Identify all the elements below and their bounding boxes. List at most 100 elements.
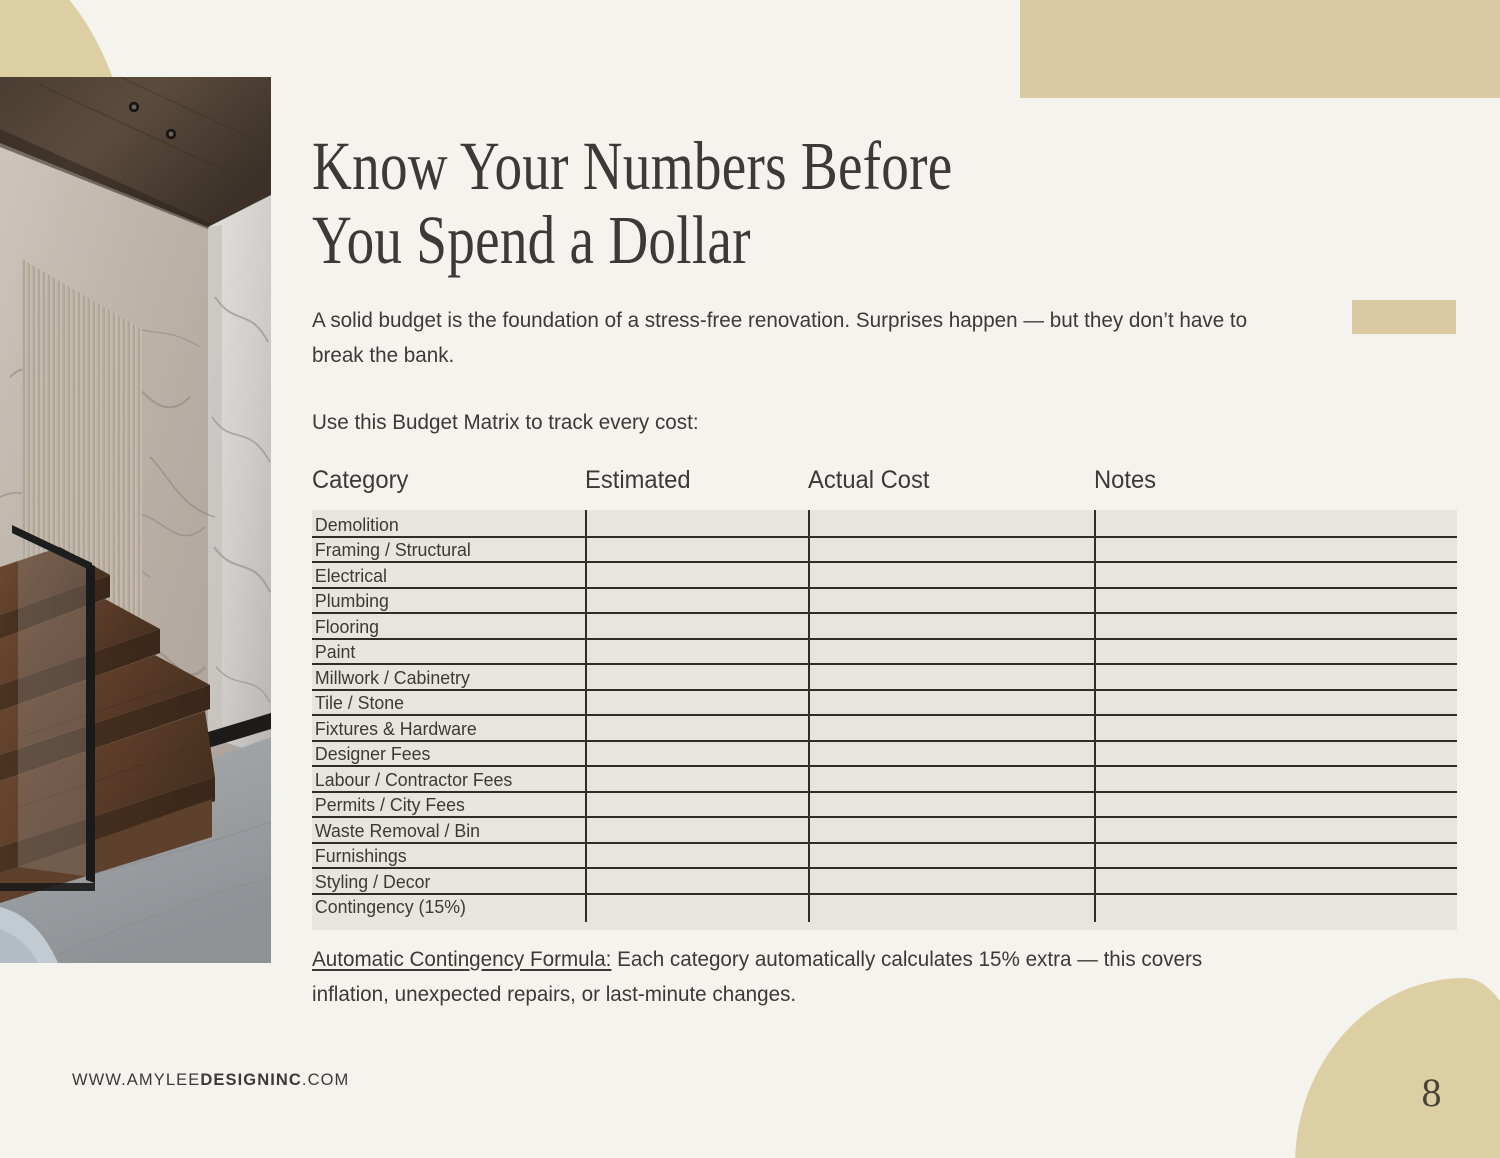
cell-estimated[interactable] <box>585 714 808 743</box>
cell-actual-cost[interactable] <box>808 612 1094 641</box>
cell-estimated[interactable] <box>585 535 808 565</box>
website-footer: WWW.AMYLEEDESIGNINC.COM <box>72 1071 349 1090</box>
cell-estimated[interactable] <box>585 561 808 590</box>
cell-estimated[interactable] <box>585 841 808 871</box>
cell-estimated[interactable] <box>585 739 808 769</box>
subintro-paragraph: Use this Budget Matrix to track every co… <box>312 410 699 434</box>
category-label: Fixtures & Hardware <box>314 717 477 739</box>
interior-photo-illustration <box>0 77 271 963</box>
cell-notes[interactable] <box>1094 535 1457 565</box>
table-row: Flooring <box>312 612 1457 641</box>
column-header-category: Category <box>312 466 409 494</box>
cell-estimated[interactable] <box>585 688 808 718</box>
cell-estimated[interactable] <box>585 867 808 896</box>
column-header-actual-cost: Actual Cost <box>808 466 930 494</box>
cell-actual-cost[interactable] <box>808 510 1094 539</box>
category-label: Paint <box>314 641 356 663</box>
website-suffix: .COM <box>301 1071 350 1089</box>
cell-notes[interactable] <box>1094 841 1457 871</box>
cell-actual-cost[interactable] <box>808 765 1094 794</box>
cell-category: Tile / Stone <box>312 691 585 717</box>
table-row: Paint <box>312 637 1457 667</box>
cell-actual-cost[interactable] <box>808 688 1094 718</box>
cell-actual-cost[interactable] <box>808 561 1094 590</box>
table-header-row: Category Estimated Actual Cost Notes <box>312 468 1457 510</box>
cell-estimated[interactable] <box>585 586 808 616</box>
cell-estimated[interactable] <box>585 765 808 794</box>
cell-actual-cost[interactable] <box>808 790 1094 820</box>
cell-actual-cost[interactable] <box>808 841 1094 871</box>
cell-category: Plumbing <box>312 589 585 615</box>
table-row: Framing / Structural <box>312 535 1457 565</box>
cell-category: Demolition <box>312 512 585 538</box>
cell-actual-cost[interactable] <box>808 739 1094 769</box>
cell-estimated[interactable] <box>585 637 808 667</box>
cell-notes[interactable] <box>1094 790 1457 820</box>
category-label: Labour / Contractor Fees <box>314 768 513 790</box>
content-column: Know Your Numbers Before You Spend a Dol… <box>312 0 1472 1158</box>
cell-notes[interactable] <box>1094 561 1457 590</box>
table-row: Electrical <box>312 561 1457 590</box>
cell-estimated[interactable] <box>585 816 808 845</box>
category-label: Demolition <box>314 513 399 535</box>
cell-actual-cost[interactable] <box>808 586 1094 616</box>
table-row: Plumbing <box>312 586 1457 616</box>
column-header-notes: Notes <box>1094 466 1157 494</box>
table-row: Waste Removal / Bin <box>312 816 1457 845</box>
table-body: Demolition Framing / Structural Electrical… <box>312 510 1457 930</box>
table-row: Demolition <box>312 510 1457 539</box>
cell-actual-cost[interactable] <box>808 637 1094 667</box>
table-row: Contingency (15%) <box>312 892 1457 922</box>
cell-category: Permits / City Fees <box>312 793 585 819</box>
cell-notes[interactable] <box>1094 892 1457 922</box>
decorative-top-bar <box>1020 0 1500 98</box>
cell-category: Furnishings <box>312 844 585 870</box>
website-prefix: WWW.AMYLEE <box>72 1071 201 1089</box>
cell-notes[interactable] <box>1094 688 1457 718</box>
table-row: Furnishings <box>312 841 1457 871</box>
cell-actual-cost[interactable] <box>808 816 1094 845</box>
page-number: 8 <box>1421 1070 1442 1115</box>
table-row: Fixtures & Hardware <box>312 714 1457 743</box>
table-row: Designer Fees <box>312 739 1457 769</box>
cell-estimated[interactable] <box>585 790 808 820</box>
category-label: Styling / Decor <box>314 870 431 892</box>
intro-paragraph: A solid budget is the foundation of a st… <box>312 308 1248 367</box>
category-label: Furnishings <box>314 845 407 867</box>
cell-category: Fixtures & Hardware <box>312 716 585 742</box>
cell-category: Flooring <box>312 614 585 640</box>
cell-estimated[interactable] <box>585 892 808 922</box>
interior-photo <box>0 77 271 963</box>
cell-actual-cost[interactable] <box>808 663 1094 692</box>
table-row: Styling / Decor <box>312 867 1457 896</box>
cell-actual-cost[interactable] <box>808 714 1094 743</box>
cell-category: Electrical <box>312 563 585 589</box>
column-header-estimated: Estimated <box>585 466 691 494</box>
cell-actual-cost[interactable] <box>808 892 1094 922</box>
cell-actual-cost[interactable] <box>808 867 1094 896</box>
cell-estimated[interactable] <box>585 510 808 539</box>
cell-notes[interactable] <box>1094 586 1457 616</box>
table-row: Millwork / Cabinetry <box>312 663 1457 692</box>
cell-notes[interactable] <box>1094 612 1457 641</box>
cell-notes[interactable] <box>1094 714 1457 743</box>
cell-notes[interactable] <box>1094 637 1457 667</box>
cell-category: Styling / Decor <box>312 869 585 895</box>
cell-notes[interactable] <box>1094 765 1457 794</box>
cell-notes[interactable] <box>1094 663 1457 692</box>
category-label: Designer Fees <box>314 743 431 765</box>
category-label: Plumbing <box>314 590 389 612</box>
page-title: Know Your Numbers Before You Spend a Dol… <box>312 128 953 278</box>
cell-category: Waste Removal / Bin <box>312 818 585 844</box>
cell-notes[interactable] <box>1094 816 1457 845</box>
category-label: Tile / Stone <box>314 692 405 714</box>
cell-notes[interactable] <box>1094 739 1457 769</box>
category-label: Flooring <box>314 615 380 637</box>
cell-notes[interactable] <box>1094 510 1457 539</box>
footnote-lead: Automatic Contingency Formula: <box>312 947 612 971</box>
cell-notes[interactable] <box>1094 867 1457 896</box>
cell-actual-cost[interactable] <box>808 535 1094 565</box>
cell-estimated[interactable] <box>585 663 808 692</box>
cell-estimated[interactable] <box>585 612 808 641</box>
